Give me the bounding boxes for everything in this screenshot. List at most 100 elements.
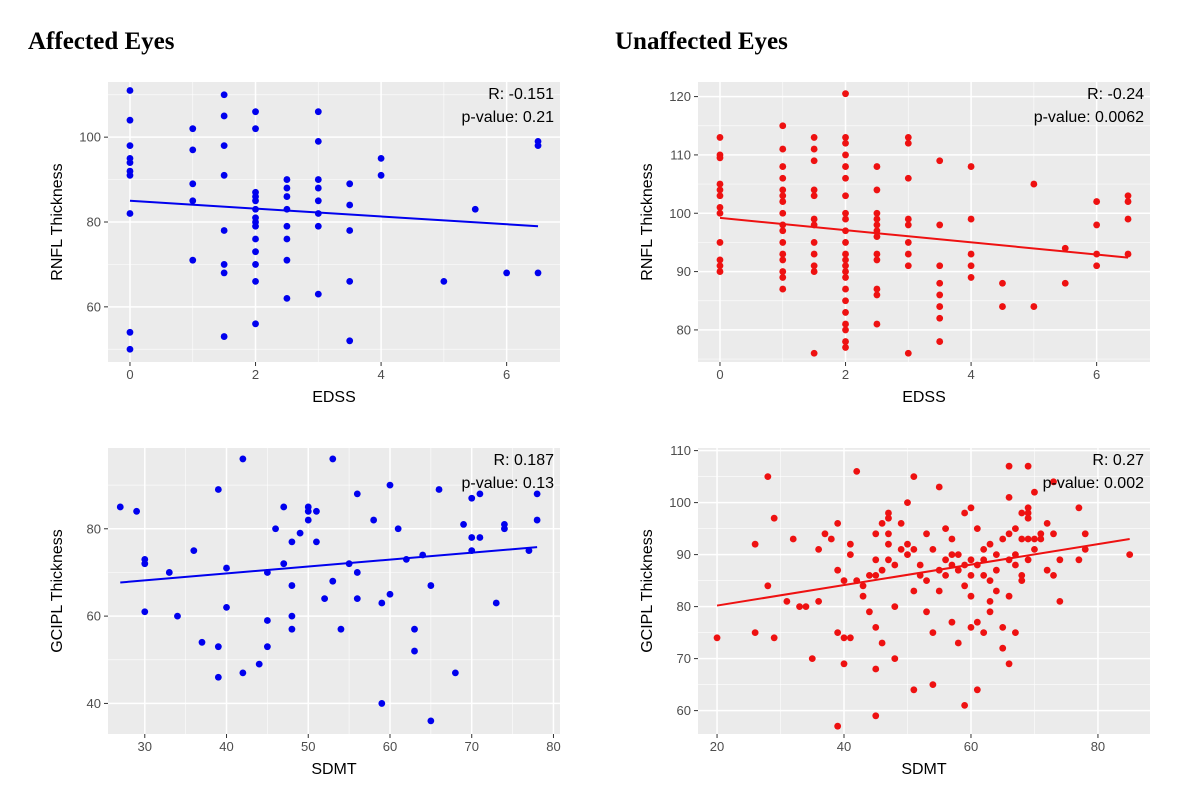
data-point — [873, 163, 881, 170]
data-point — [314, 184, 322, 192]
data-point — [967, 624, 975, 631]
data-point — [842, 344, 849, 351]
data-point — [810, 262, 818, 270]
data-point — [377, 171, 385, 179]
data-point — [872, 530, 880, 538]
data-point — [866, 608, 873, 616]
data-point — [986, 540, 994, 548]
data-point — [961, 582, 969, 590]
data-point — [967, 592, 975, 600]
data-point — [427, 582, 435, 589]
data-point — [821, 530, 829, 538]
data-point — [810, 192, 818, 200]
x-tick-label: 20 — [710, 739, 724, 754]
data-point — [283, 222, 291, 230]
data-point — [272, 525, 279, 533]
data-point — [904, 262, 912, 270]
data-point — [190, 547, 198, 555]
data-point — [779, 209, 787, 217]
data-point — [999, 279, 1006, 287]
data-point — [873, 291, 881, 299]
data-point — [967, 215, 975, 223]
data-point — [460, 521, 467, 528]
data-point — [321, 595, 329, 603]
data-point — [1081, 546, 1089, 553]
data-point — [840, 660, 848, 668]
data-point — [220, 142, 228, 150]
data-point — [842, 274, 849, 281]
data-point — [834, 520, 842, 527]
data-point — [873, 215, 881, 223]
data-point — [468, 534, 476, 541]
data-point — [283, 193, 291, 200]
y-tick-label: 80 — [677, 599, 691, 614]
data-point — [189, 256, 197, 264]
data-point — [288, 538, 296, 546]
data-point — [846, 634, 854, 642]
data-point — [263, 617, 271, 624]
affected-rnfl-plot: 0 2 4 6 60 80 100 R: -0.151 p-value: 0.21 EDSS RNF… — [49, 82, 560, 406]
data-point — [1124, 198, 1132, 205]
x-tick-label: 2 — [842, 367, 849, 382]
data-point — [842, 192, 849, 200]
data-point — [853, 468, 861, 475]
data-point — [716, 134, 724, 141]
data-point — [1050, 478, 1057, 486]
y-tick-label: 70 — [677, 651, 691, 666]
data-point — [239, 455, 247, 463]
data-point — [1037, 530, 1045, 538]
data-point — [501, 525, 508, 533]
data-point — [770, 634, 778, 642]
data-point — [1012, 561, 1019, 569]
data-point — [304, 516, 312, 524]
data-point — [873, 186, 881, 194]
data-point — [141, 560, 149, 568]
data-point — [353, 595, 361, 603]
data-point — [810, 268, 818, 275]
data-point — [842, 338, 849, 345]
data-point — [954, 551, 962, 558]
data-point — [842, 326, 849, 334]
data-point — [936, 262, 944, 270]
data-point — [810, 145, 818, 153]
data-point — [1075, 504, 1083, 512]
data-point — [999, 644, 1007, 652]
data-point — [435, 486, 443, 493]
data-point — [1018, 572, 1026, 579]
data-point — [534, 142, 542, 150]
y-tick-label: 80 — [87, 215, 101, 230]
data-point — [986, 608, 994, 616]
data-point — [346, 337, 354, 345]
data-point — [1075, 556, 1083, 564]
x-tick-label: 70 — [464, 739, 478, 754]
data-point — [910, 473, 918, 480]
data-point — [885, 540, 892, 548]
data-point — [314, 176, 322, 183]
data-point — [872, 556, 880, 564]
data-point — [827, 535, 835, 543]
data-point — [923, 608, 930, 616]
x-tick-label: 60 — [383, 739, 397, 754]
y-tick-label: 80 — [677, 322, 691, 337]
data-point — [220, 112, 228, 120]
data-point — [716, 180, 724, 188]
data-point — [220, 171, 228, 179]
data-point — [873, 285, 881, 293]
data-point — [165, 569, 173, 576]
data-point — [904, 250, 912, 258]
regression-line — [719, 216, 1129, 259]
data-point — [936, 338, 944, 345]
data-point — [1124, 192, 1132, 200]
data-point — [411, 625, 418, 633]
x-axis-label: EDSS — [312, 389, 356, 406]
data-point — [961, 702, 969, 709]
p-value-annotation: p-value: 0.21 — [461, 109, 554, 126]
data-point — [873, 233, 881, 240]
data-point — [967, 572, 975, 579]
data-point — [904, 174, 912, 182]
data-point — [283, 176, 291, 183]
data-point — [440, 277, 448, 285]
data-point — [942, 525, 949, 532]
data-point — [992, 566, 1000, 574]
data-point — [842, 134, 849, 141]
